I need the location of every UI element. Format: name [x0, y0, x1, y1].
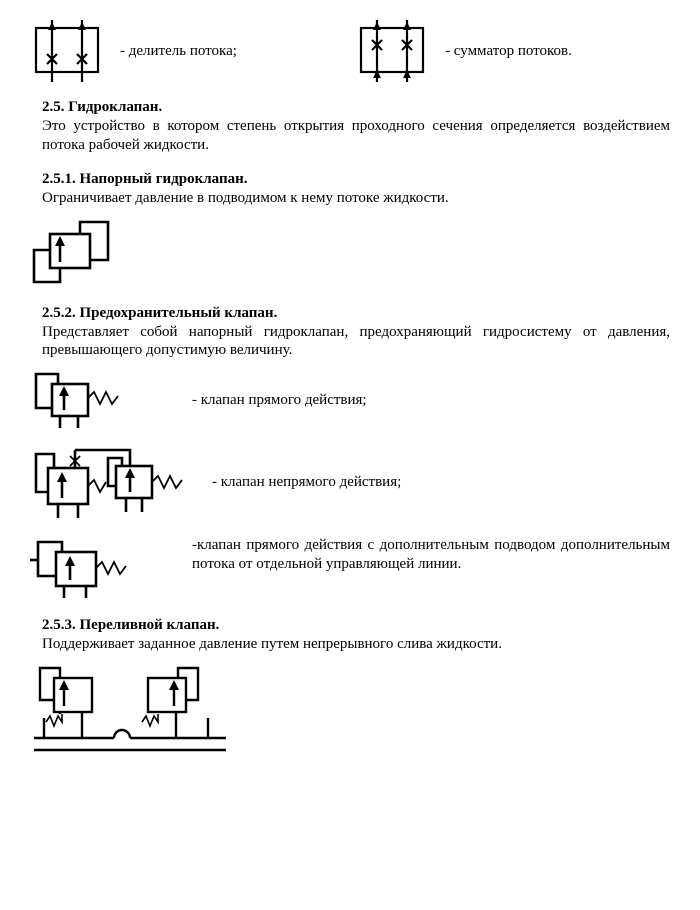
text-2-5-2: Представляет собой напорный гидроклапан,…: [42, 323, 670, 361]
flow-summator-symbol: [355, 20, 433, 82]
text-2-5: Это устройство в котором степень открыти…: [42, 117, 670, 155]
relief-indirect-symbol: [30, 442, 200, 522]
flow-summator-label: - сумматор потоков.: [445, 42, 670, 61]
text-2-5-1: Ограничивает давление в подводимом к нем…: [42, 189, 670, 208]
heading-2-5-1: 2.5.1. Напорный гидроклапан.: [42, 170, 670, 189]
relief-direct-ext-symbol: [30, 536, 180, 600]
overflow-valve-symbol: [30, 664, 658, 764]
flow-divider-symbol: [30, 20, 108, 82]
heading-2-5-3: 2.5.3. Переливной клапан.: [42, 616, 670, 635]
relief-direct-symbol: [30, 368, 180, 432]
heading-2-5-2: 2.5.2. Предохранительный клапан.: [42, 304, 670, 323]
relief-indirect-label: - клапан непрямого действия;: [212, 473, 670, 492]
text-2-5-3: Поддерживает заданное давление путем неп…: [42, 635, 670, 654]
pressure-valve-symbol: [30, 214, 658, 288]
relief-direct-ext-label: -клапан прямого действия с дополнительны…: [192, 536, 670, 574]
heading-2-5: 2.5. Гидроклапан.: [42, 98, 670, 117]
relief-direct-row: - клапан прямого действия;: [30, 368, 670, 432]
flow-divider-label: - делитель потока;: [120, 42, 335, 61]
flow-divider-summator-row: - делитель потока;: [30, 20, 670, 82]
relief-direct-label: - клапан прямого действия;: [192, 391, 670, 410]
relief-indirect-row: - клапан непрямого действия;: [30, 442, 670, 522]
relief-direct-ext-row: -клапан прямого действия с дополнительны…: [30, 536, 670, 600]
